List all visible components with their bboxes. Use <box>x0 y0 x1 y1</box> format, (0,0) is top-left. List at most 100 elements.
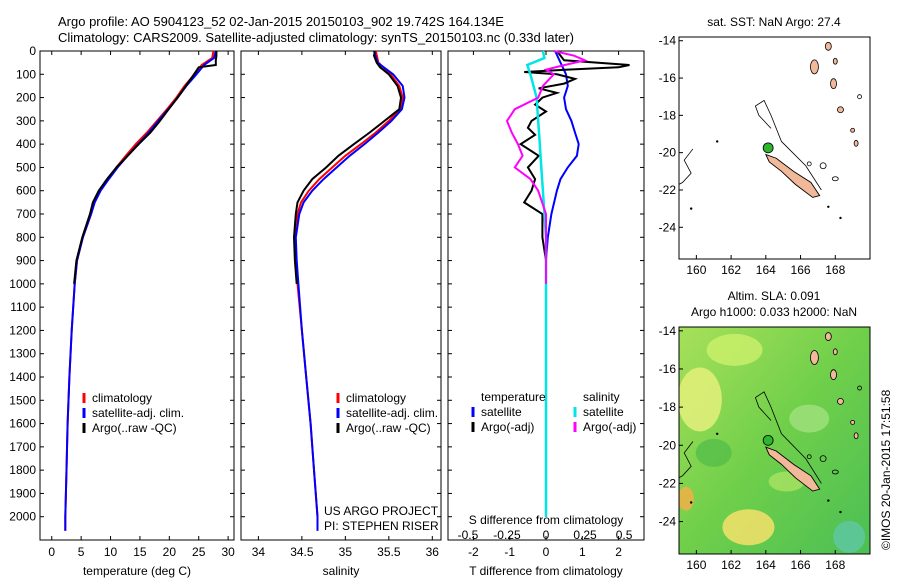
sla-map-reef <box>857 385 862 391</box>
salinity-difference-tick-label: -0.25 <box>493 528 521 542</box>
sla-map-contour <box>754 391 822 484</box>
salinity-axis-tick-label: 34.5 <box>290 545 314 559</box>
salinity-panel-frame <box>240 50 442 541</box>
sst-map-reef <box>831 176 839 182</box>
difference-legend-header: temperature <box>481 390 546 404</box>
sla-map-sst-patch <box>695 438 732 467</box>
depth-tick-label: 200 <box>16 91 36 105</box>
sla-map-island <box>850 419 856 425</box>
depth-tick-label: 1400 <box>9 370 36 384</box>
sla-map-sst-patch <box>706 333 763 366</box>
sla-map-y-tick-label: -22 <box>659 476 677 490</box>
difference-legend-salinity-label: satellite <box>583 405 624 419</box>
temperature-axis-tick-label: 15 <box>133 545 147 559</box>
sst-map-x-tick-label: 160 <box>686 263 706 277</box>
sst-map-y-tick-label: -24 <box>659 220 677 234</box>
salinity-difference-label: S difference from climatology <box>469 513 624 527</box>
sla-map-sst-patch <box>679 367 722 432</box>
depth-tick-label: 2000 <box>9 510 36 524</box>
temperature-axis-label: temperature (deg C) <box>83 564 191 578</box>
sst-map-title: sat. SST: NaN Argo: 27.4 <box>707 15 841 29</box>
sla-map-sst-patch <box>833 520 866 553</box>
sst-map-reef <box>806 161 812 167</box>
sla-map-y-tick-label: -18 <box>659 400 677 414</box>
temperature-axis-tick-label: 25 <box>192 545 206 559</box>
sst-map-islet <box>689 207 693 210</box>
sst-map-y-tick-label: -22 <box>659 183 677 197</box>
sla-map-y-tick-label: -24 <box>659 515 677 529</box>
salinity-difference-tick-label: 0.5 <box>616 528 633 542</box>
sst-map-background <box>679 37 870 259</box>
depth-tick-label: 1500 <box>9 393 36 407</box>
sst-map-x-tick-label: 168 <box>825 263 845 277</box>
sst-map-new-caledonia <box>764 153 821 198</box>
temperature-axis-tick-label: 5 <box>78 545 85 559</box>
salinity-axis-label: salinity <box>323 564 360 578</box>
difference-axis-label: T difference from climatology <box>469 564 623 578</box>
depth-tick-label: 900 <box>16 254 36 268</box>
salinity-axis-tick-label: 35.5 <box>377 545 401 559</box>
sst-map-x-tick-label: 164 <box>756 263 776 277</box>
sla-map-float-marker <box>762 434 774 446</box>
salinity-series-1 <box>293 50 404 531</box>
sla-map-island <box>832 348 838 356</box>
difference-axis-tick-label: 1 <box>579 545 586 559</box>
difference-axis-tick-label: -2 <box>468 545 479 559</box>
depth-tick-label: 300 <box>16 114 36 128</box>
sst-map-y-tick-label: -14 <box>659 34 677 48</box>
depth-tick-label: 1700 <box>9 440 36 454</box>
salinity-difference-tick-label: -0.5 <box>458 528 479 542</box>
depth-tick-label: 1800 <box>9 463 36 477</box>
salinity-difference-tick-label: 0 <box>543 528 550 542</box>
sst-map-islet <box>716 140 719 143</box>
salinity-legend-label: climatology <box>346 391 406 405</box>
difference-series-4 <box>505 50 589 284</box>
difference-series-1 <box>545 50 580 517</box>
sst-map-island <box>853 139 859 147</box>
sst-map-x-tick-label: 166 <box>791 263 811 277</box>
difference-series-3 <box>525 50 548 517</box>
sst-map-contour <box>679 148 694 185</box>
sla-map-islet <box>839 510 842 514</box>
sst-map-frame <box>678 36 871 260</box>
sla-map-title-2: Argo h1000: 0.033 h2000: NaN <box>691 305 857 319</box>
sla-map-island <box>830 369 837 381</box>
sst-map-contour <box>754 99 822 191</box>
depth-tick-label: 800 <box>16 230 36 244</box>
sst-map-island <box>832 57 838 65</box>
sla-map-title-1: Altim. SLA: 0.091 <box>728 289 821 303</box>
depth-tick-label: 1100 <box>10 300 36 314</box>
sla-map-x-tick-label: 168 <box>825 558 845 572</box>
sst-map-reef <box>819 162 827 170</box>
difference-legend-salinity-label: Argo(-adj) <box>583 420 636 434</box>
project-label: US ARGO PROJECT <box>324 504 439 518</box>
depth-tick-label: 1900 <box>9 486 36 500</box>
depth-tick-label: 1000 <box>9 277 36 291</box>
temperature-panel-frame <box>39 50 235 541</box>
sst-map-island <box>810 59 819 75</box>
depth-tick-label: 700 <box>16 207 36 221</box>
depth-tick-label: 0 <box>29 44 36 58</box>
sla-map-sst-patch <box>789 404 830 433</box>
depth-tick-label: 100 <box>16 67 36 81</box>
salinity-axis-tick-label: 35 <box>339 545 353 559</box>
depth-tick-label: 500 <box>16 160 36 174</box>
difference-series-2 <box>518 50 630 284</box>
sst-map-content <box>679 37 870 259</box>
sst-map-y-tick-label: -16 <box>659 71 677 85</box>
sla-map-sst-patch <box>722 509 775 546</box>
salinity-legend-label: satellite-adj. clim. <box>346 406 438 420</box>
sst-map-reef <box>857 94 862 100</box>
salinity-series-2 <box>294 50 406 531</box>
sla-map-reef <box>831 469 839 475</box>
sla-map-frame <box>678 326 871 555</box>
sst-map-float-marker <box>762 142 774 154</box>
climatology-title: Climatology: CARS2009. Satellite-adjuste… <box>58 30 574 45</box>
depth-tick-label: 600 <box>16 184 36 198</box>
difference-legend-temperature-label: Argo(-adj) <box>481 420 534 434</box>
sla-map-island <box>824 332 832 341</box>
sla-map-sst-patch <box>679 486 694 511</box>
sst-map-island <box>837 106 844 114</box>
sst-map-island <box>824 41 832 51</box>
depth-tick-label: 1300 <box>9 347 36 361</box>
